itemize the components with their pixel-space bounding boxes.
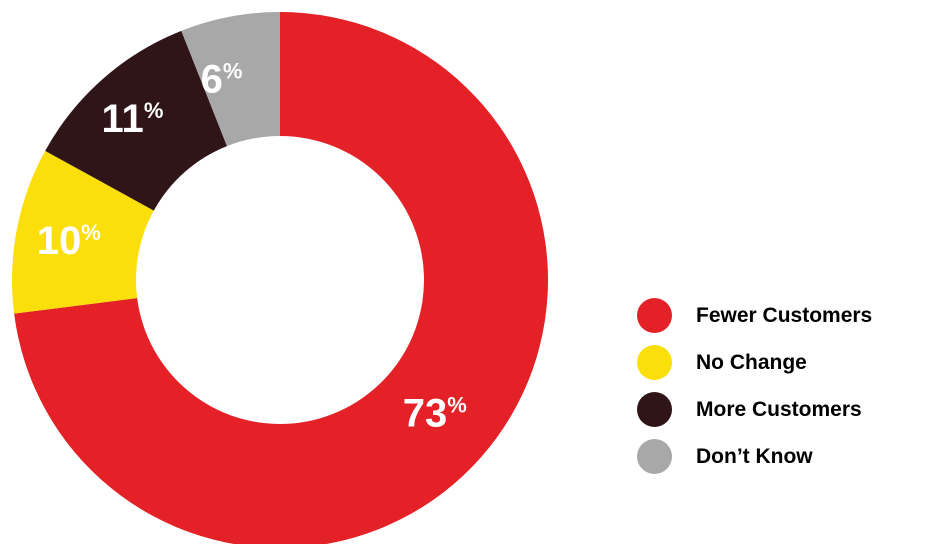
legend-label: More Customers — [696, 397, 862, 421]
legend-label: No Change — [696, 350, 807, 374]
legend-item-fewer-customers: Fewer Customers — [637, 292, 872, 339]
legend-swatch-more-customers — [637, 392, 672, 427]
label-more-customers: 11% — [102, 97, 164, 141]
donut-slices — [12, 12, 548, 544]
legend-label: Fewer Customers — [696, 303, 873, 327]
legend-item-more-customers: More Customers — [637, 386, 872, 433]
chart-legend: Fewer Customers No Change More Customers… — [637, 292, 872, 480]
legend-item-no-change: No Change — [637, 339, 872, 386]
legend-label: Don’t Know — [696, 444, 813, 468]
legend-swatch-dont-know — [637, 439, 672, 474]
legend-item-dont-know: Don’t Know — [637, 433, 872, 480]
legend-swatch-no-change — [637, 345, 672, 380]
slice-no-change — [12, 150, 154, 314]
slice-more-customers — [45, 30, 227, 211]
slice-fewer-customers — [14, 12, 548, 544]
slice-dont-know — [181, 12, 280, 147]
legend-swatch-fewer-customers — [637, 298, 672, 333]
donut-slice-labels: 73% 10% 11% 6% — [37, 58, 467, 436]
label-no-change: 10% — [37, 219, 101, 263]
label-dont-know: 6% — [201, 58, 243, 102]
label-fewer-customers: 73% — [403, 392, 467, 436]
